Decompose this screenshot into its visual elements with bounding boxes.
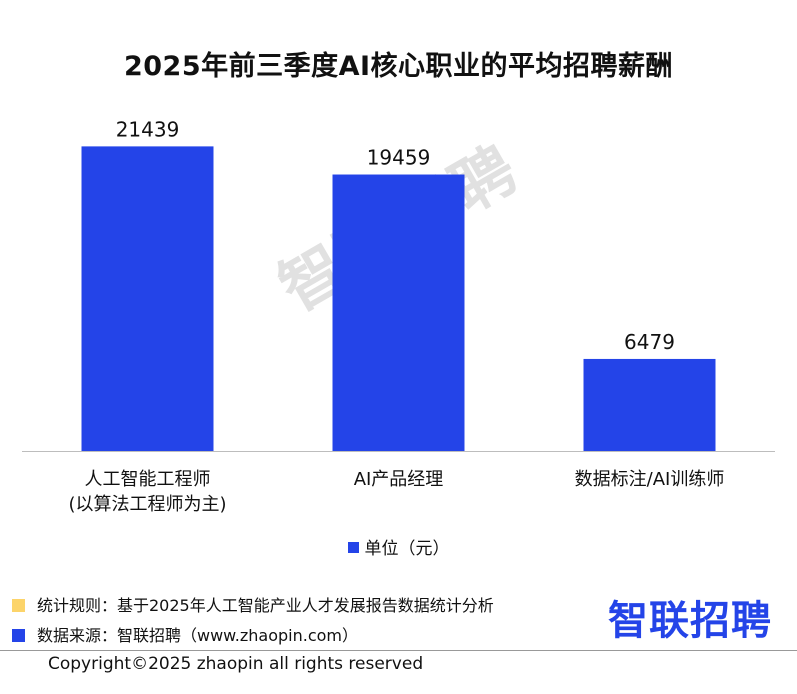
copyright-text: Copyright©2025 zhaopin all rights reserv… <box>48 654 424 674</box>
bar-chart: 21439 人工智能工程师 (以算法工程师为主) 19459 AI产品经理 6479 数据标… <box>22 117 775 515</box>
footnote-rule-marker <box>12 599 25 612</box>
bar-1 <box>81 146 214 451</box>
category-label-1-line-2: (以算法工程师为主) <box>68 494 226 515</box>
footnote-source-marker <box>12 629 25 642</box>
bar-3 <box>583 358 716 451</box>
data-label-3: 6479 <box>624 330 675 354</box>
legend: 单位（元） <box>0 534 797 559</box>
brand-logo: 智联招聘 <box>608 598 772 644</box>
footnote-source-text: 数据来源：智联招聘（www.zhaopin.com） <box>37 626 359 645</box>
category-label-1: 人工智能工程师 <box>85 469 211 490</box>
data-label-1: 21439 <box>116 117 180 141</box>
category-label-3: 数据标注/AI训练师 <box>575 469 725 490</box>
legend-label: 单位（元） <box>364 539 450 559</box>
bar-2 <box>332 174 465 452</box>
footnote-source: 数据来源：智联招聘（www.zhaopin.com） <box>12 622 358 646</box>
legend-swatch <box>347 542 359 553</box>
category-label-2: AI产品经理 <box>354 469 444 490</box>
chart-title: 2025年前三季度AI核心职业的平均招聘薪酬 <box>123 51 674 82</box>
footnote-rule-text: 统计规则：基于2025年人工智能产业人才发展报告数据统计分析 <box>37 596 494 615</box>
data-label-2: 19459 <box>367 146 431 170</box>
footnote-rule: 统计规则：基于2025年人工智能产业人才发展报告数据统计分析 <box>12 592 494 616</box>
footer-divider <box>0 650 797 651</box>
